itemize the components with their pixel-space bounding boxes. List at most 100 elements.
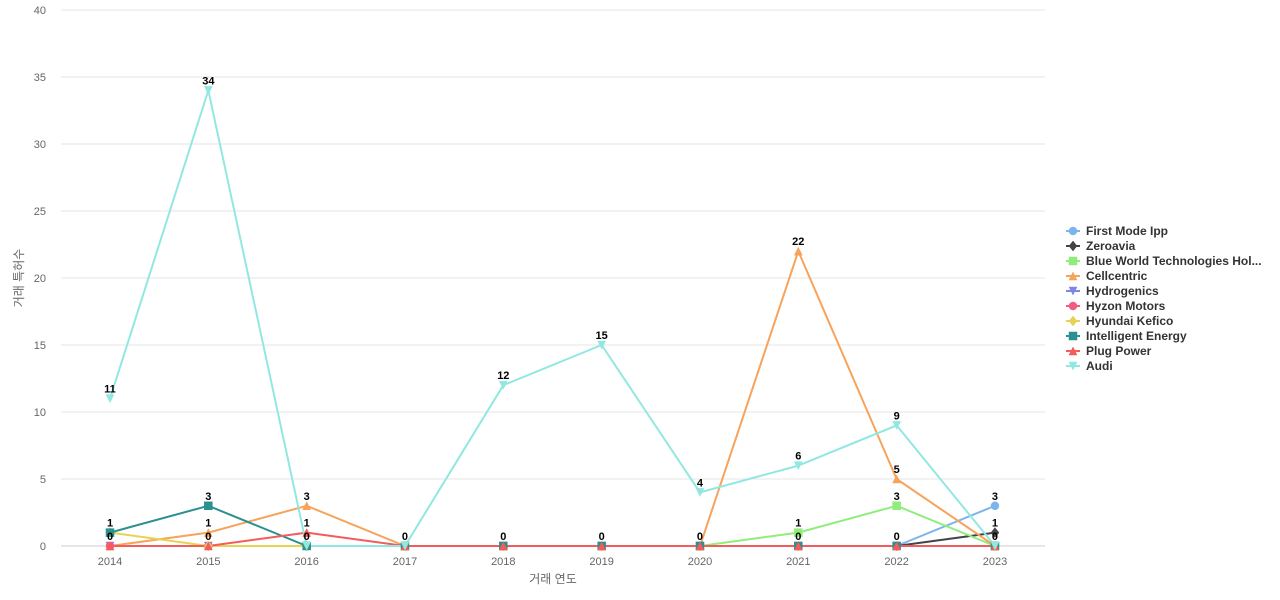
legend-item[interactable]: Blue World Technologies Hol... xyxy=(1066,254,1262,268)
legend-label: Hyzon Motors xyxy=(1086,299,1166,313)
y-tick-label: 30 xyxy=(34,139,46,151)
legend-marker xyxy=(1068,301,1078,311)
data-label: 1 xyxy=(992,518,998,530)
legend-marker xyxy=(1068,226,1078,236)
series-line-cellcentric xyxy=(109,250,996,547)
series-line-plug-power xyxy=(110,531,995,547)
x-tick-label: 2017 xyxy=(393,556,417,568)
point-plug-power xyxy=(892,541,902,551)
point-audi xyxy=(597,340,607,350)
point-blue-world-technologies-hol xyxy=(794,528,803,537)
point-audi xyxy=(695,488,705,497)
legend-item[interactable]: Hyundai Kefico xyxy=(1066,314,1173,328)
point-plug-power xyxy=(203,541,213,551)
y-tick-label: 35 xyxy=(34,72,46,84)
legend-item[interactable]: Plug Power xyxy=(1066,344,1152,358)
legend-label: Hyundai Kefico xyxy=(1086,314,1173,328)
point-plug-power xyxy=(498,541,508,551)
legend-item[interactable]: Cellcentric xyxy=(1066,269,1148,283)
point-cellcentric xyxy=(302,501,312,511)
point-audi xyxy=(302,541,312,551)
data-label: 34 xyxy=(202,75,215,87)
x-tick-label: 2022 xyxy=(884,556,908,568)
y-tick-label: 0 xyxy=(40,541,46,553)
legend-item[interactable]: Hyzon Motors xyxy=(1066,299,1166,313)
legend-label: Cellcentric xyxy=(1086,269,1148,283)
legend-label: Plug Power xyxy=(1086,344,1152,358)
legend-item[interactable]: First Mode Ipp xyxy=(1066,224,1168,238)
point-cellcentric xyxy=(892,474,902,484)
data-label: 1 xyxy=(795,518,801,530)
point-cellcentric xyxy=(203,528,213,537)
series-lines xyxy=(109,89,996,547)
data-label: 1 xyxy=(107,518,113,530)
point-audi xyxy=(400,541,410,551)
y-tick-label: 20 xyxy=(34,273,46,285)
data-label: 0 xyxy=(402,531,408,543)
point-plug-power xyxy=(597,541,607,551)
data-label: 0 xyxy=(795,531,801,543)
legend-item[interactable]: Intelligent Energy xyxy=(1066,329,1187,343)
legend-label: Zeroavia xyxy=(1086,239,1136,253)
legend-item[interactable]: Audi xyxy=(1066,359,1113,373)
point-audi xyxy=(793,461,803,471)
data-label: 6 xyxy=(795,451,801,463)
data-label: 0 xyxy=(500,531,506,543)
x-tick-label: 2023 xyxy=(983,556,1007,568)
point-plug-power xyxy=(302,528,312,537)
legend-item[interactable]: Zeroavia xyxy=(1066,239,1136,253)
legend-marker xyxy=(1068,315,1078,327)
point-audi xyxy=(892,421,902,430)
series-line-intelligent-energy xyxy=(109,504,995,547)
legend-item[interactable]: Hydrogenics xyxy=(1066,284,1159,298)
data-label: 12 xyxy=(497,370,509,382)
y-axis-ticks: 0 5 10 15 20 25 30 35 40 xyxy=(34,5,46,553)
series-line-audi xyxy=(109,89,996,547)
data-label: 0 xyxy=(992,531,998,543)
legend-marker xyxy=(1068,271,1078,281)
x-tick-label: 2015 xyxy=(196,556,220,568)
legend-label: Audi xyxy=(1086,359,1113,373)
point-cellcentric xyxy=(793,246,803,256)
x-axis-ticks: 2014 2015 2016 2017 2018 2019 2020 2021 2022 2023 xyxy=(98,556,1007,568)
data-label: 1 xyxy=(205,518,211,530)
data-label: 0 xyxy=(697,531,703,543)
point-first-mode-ipp xyxy=(990,501,1000,511)
legend-label: Hydrogenics xyxy=(1086,284,1159,298)
point-blue-world-technologies-hol xyxy=(892,501,901,511)
legend-marker xyxy=(1068,286,1078,296)
data-label: 0 xyxy=(205,531,211,543)
point-plug-power xyxy=(105,541,115,551)
data-label: 11 xyxy=(104,384,116,396)
y-axis-title: 거래 특허수 xyxy=(12,249,26,308)
data-label: 9 xyxy=(894,410,900,422)
x-tick-label: 2016 xyxy=(294,556,318,568)
legend-marker xyxy=(1068,331,1078,341)
legend-label: First Mode Ipp xyxy=(1086,224,1168,238)
x-tick-label: 2018 xyxy=(491,556,515,568)
data-label: 3 xyxy=(992,491,998,503)
data-label: 22 xyxy=(792,236,804,248)
legend-marker xyxy=(1068,346,1078,356)
legend-label: Blue World Technologies Hol... xyxy=(1086,254,1262,268)
x-tick-label: 2020 xyxy=(688,556,712,568)
grid-lines xyxy=(61,9,1045,547)
data-label: 3 xyxy=(304,491,310,503)
y-tick-label: 5 xyxy=(40,474,46,486)
data-label: 0 xyxy=(107,531,113,543)
series-line-hyundai-kefico xyxy=(109,531,995,547)
point-audi xyxy=(498,380,508,390)
data-label: 3 xyxy=(205,491,211,503)
data-label: 0 xyxy=(304,531,310,543)
point-intelligent-energy xyxy=(105,528,115,537)
y-tick-label: 15 xyxy=(34,340,46,352)
y-tick-label: 40 xyxy=(34,5,46,17)
point-audi xyxy=(203,86,213,95)
legend-marker xyxy=(1068,256,1078,266)
series-markers xyxy=(105,86,1000,552)
point-plug-power xyxy=(695,541,705,551)
legend-marker xyxy=(1068,240,1078,252)
